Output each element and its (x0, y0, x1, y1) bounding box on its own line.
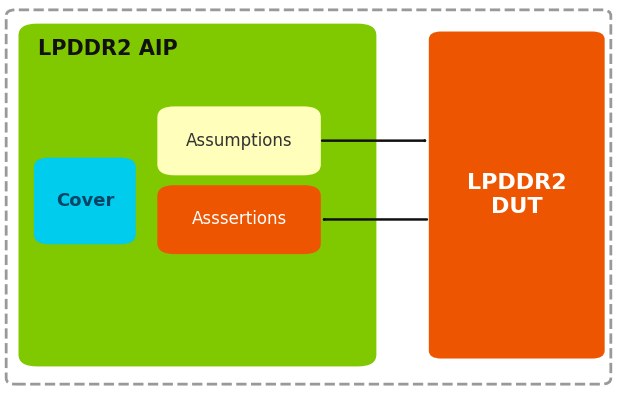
FancyBboxPatch shape (19, 24, 376, 366)
Text: Asssertions: Asssertions (192, 210, 287, 229)
FancyBboxPatch shape (157, 185, 321, 254)
Text: Cover: Cover (56, 192, 114, 210)
FancyBboxPatch shape (157, 106, 321, 175)
FancyBboxPatch shape (34, 158, 136, 244)
FancyBboxPatch shape (429, 32, 605, 359)
Text: Assumptions: Assumptions (186, 132, 292, 150)
Text: LPDDR2
DUT: LPDDR2 DUT (467, 173, 567, 217)
Text: LPDDR2 AIP: LPDDR2 AIP (38, 39, 178, 59)
